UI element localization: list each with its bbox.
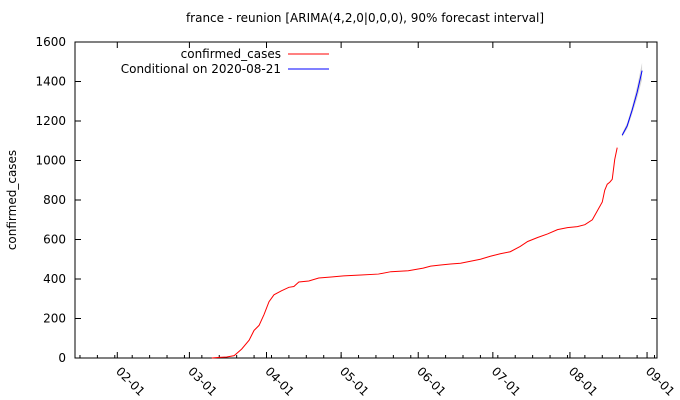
legend: confirmed_cases Conditional on 2020-08-2… [121, 47, 329, 76]
y-tick-label: 600 [43, 233, 66, 247]
y-tick-label: 1200 [35, 114, 66, 128]
x-tick-label: 09-01 [643, 364, 678, 399]
legend-label-confirmed-cases: confirmed_cases [181, 47, 281, 61]
forecast-interval-band [622, 62, 643, 137]
y-tick-label: 800 [43, 193, 66, 207]
x-tick-label: 08-01 [566, 364, 601, 399]
y-tick-label: 1400 [35, 75, 66, 89]
series-line-forecast [621, 70, 643, 136]
y-axis: 0 200 400 600 800 1000 1200 1400 1600 [35, 35, 657, 365]
y-tick-label: 1600 [35, 35, 66, 49]
legend-label-forecast: Conditional on 2020-08-21 [121, 62, 281, 76]
series-line-confirmed-cases [211, 147, 618, 359]
y-tick-label: 200 [43, 312, 66, 326]
series-layer [211, 70, 643, 359]
chart-title: france - reunion [ARIMA(4,2,0|0,0,0), 90… [186, 11, 544, 25]
x-tick-label: 07-01 [489, 364, 524, 399]
y-tick-label: 400 [43, 272, 66, 286]
y-tick-label: 1000 [35, 154, 66, 168]
x-tick-label: 05-01 [337, 364, 372, 399]
x-tick-label: 06-01 [414, 364, 449, 399]
plot-frame [74, 41, 658, 359]
x-tick-label: 04-01 [262, 364, 297, 399]
forecast-interval [622, 62, 643, 137]
x-tick-label: 02-01 [113, 364, 148, 399]
y-tick-label: 0 [58, 351, 66, 365]
x-axis: 02-01 03-01 04-01 05-01 06-01 07-01 08-01 09-01 [79, 42, 678, 399]
y-axis-label: confirmed_cases [5, 150, 19, 250]
x-tick-label: 03-01 [185, 364, 220, 399]
